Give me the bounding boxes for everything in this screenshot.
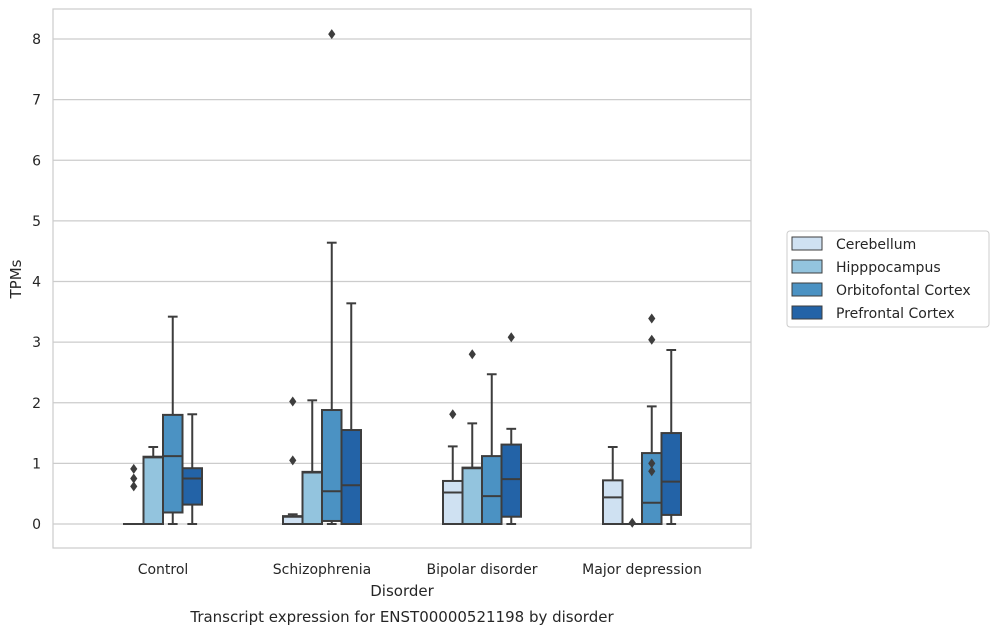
box-orbitofontal-cortex-schizophrenia xyxy=(321,29,343,525)
y-tick-4: 4 xyxy=(32,275,41,291)
boxes-layer xyxy=(123,29,682,528)
box-body xyxy=(500,443,522,518)
legend-swatch-3 xyxy=(791,305,823,320)
outlier-0 xyxy=(507,332,515,343)
box-body xyxy=(602,479,624,526)
outlier-1 xyxy=(289,396,297,407)
box-body xyxy=(340,429,362,525)
box-body xyxy=(301,470,323,525)
y-tick-8: 8 xyxy=(32,32,41,48)
outlier-3 xyxy=(648,313,656,324)
legend-label-0: Cerebellum xyxy=(836,237,916,253)
y-tick-1: 1 xyxy=(32,456,41,472)
box-body xyxy=(142,455,164,525)
box-cerebellum-control xyxy=(123,463,145,526)
outlier-0 xyxy=(289,455,297,466)
x-tick-bipolar-disorder: Bipolar disorder xyxy=(426,562,537,578)
outlier-1 xyxy=(648,458,656,469)
outlier-1 xyxy=(130,473,138,484)
box-body xyxy=(321,409,343,522)
chart-caption: Transcript expression for ENST0000052119… xyxy=(189,608,614,626)
box-body xyxy=(181,467,203,506)
x-tick-major-depression: Major depression xyxy=(582,562,702,578)
legend: Cerebellum Hipppocampus Orbitofontal Corte… xyxy=(786,230,990,328)
box-prefrontal-cortex-bipolar-disorder xyxy=(500,332,522,525)
legend-label-1: Hipppocampus xyxy=(836,260,941,276)
box-body xyxy=(660,432,682,516)
legend-label-2: Orbitofontal Cortex xyxy=(836,283,971,299)
box-cerebellum-bipolar-disorder xyxy=(442,409,464,525)
x-tick-control: Control xyxy=(138,562,189,578)
x-tick-labels: Control Schizophrenia Bipolar disorder Majo… xyxy=(138,562,702,578)
outlier-0 xyxy=(130,481,138,492)
box-cerebellum-major-depression xyxy=(602,446,624,526)
y-tick-0: 0 xyxy=(32,517,41,533)
legend-swatch-2 xyxy=(791,282,823,297)
outlier-0 xyxy=(648,466,656,477)
legend-swatch-1 xyxy=(791,259,823,274)
outlier-0 xyxy=(468,349,476,360)
legend-frame xyxy=(786,230,990,328)
plot-frame xyxy=(52,8,752,549)
box-prefrontal-cortex-control xyxy=(181,413,203,525)
legend-swatch-0 xyxy=(791,236,823,251)
x-tick-schizophrenia: Schizophrenia xyxy=(273,562,371,578)
y-tick-6: 6 xyxy=(32,153,41,169)
box-cerebellum-schizophrenia xyxy=(282,396,304,526)
box-prefrontal-cortex-schizophrenia xyxy=(340,302,362,525)
y-tick-7: 7 xyxy=(32,93,41,109)
outlier-2 xyxy=(648,334,656,345)
outlier-0 xyxy=(449,409,457,420)
outlier-0 xyxy=(328,29,336,40)
y-tick-3: 3 xyxy=(32,335,41,351)
box-hipppocampus-schizophrenia xyxy=(301,399,323,525)
legend-label-3: Prefrontal Cortex xyxy=(836,306,955,322)
box-prefrontal-cortex-major-depression xyxy=(660,349,682,525)
box-body xyxy=(162,413,184,514)
box-orbitofontal-cortex-control xyxy=(162,315,184,525)
box-orbitofontal-cortex-major-depression xyxy=(641,313,663,526)
y-axis-label: TPMs xyxy=(7,259,25,299)
box-body xyxy=(442,479,464,525)
outlier-0 xyxy=(628,517,636,528)
y-tick-5: 5 xyxy=(32,214,41,230)
y-tick-labels: 0 1 2 3 4 5 6 7 8 xyxy=(32,32,41,533)
box-body xyxy=(461,466,483,525)
box-hipppocampus-control xyxy=(142,446,164,525)
y-tick-2: 2 xyxy=(32,396,41,412)
x-axis-label: Disorder xyxy=(370,582,434,600)
outlier-2 xyxy=(130,463,138,474)
box-body xyxy=(481,455,503,526)
